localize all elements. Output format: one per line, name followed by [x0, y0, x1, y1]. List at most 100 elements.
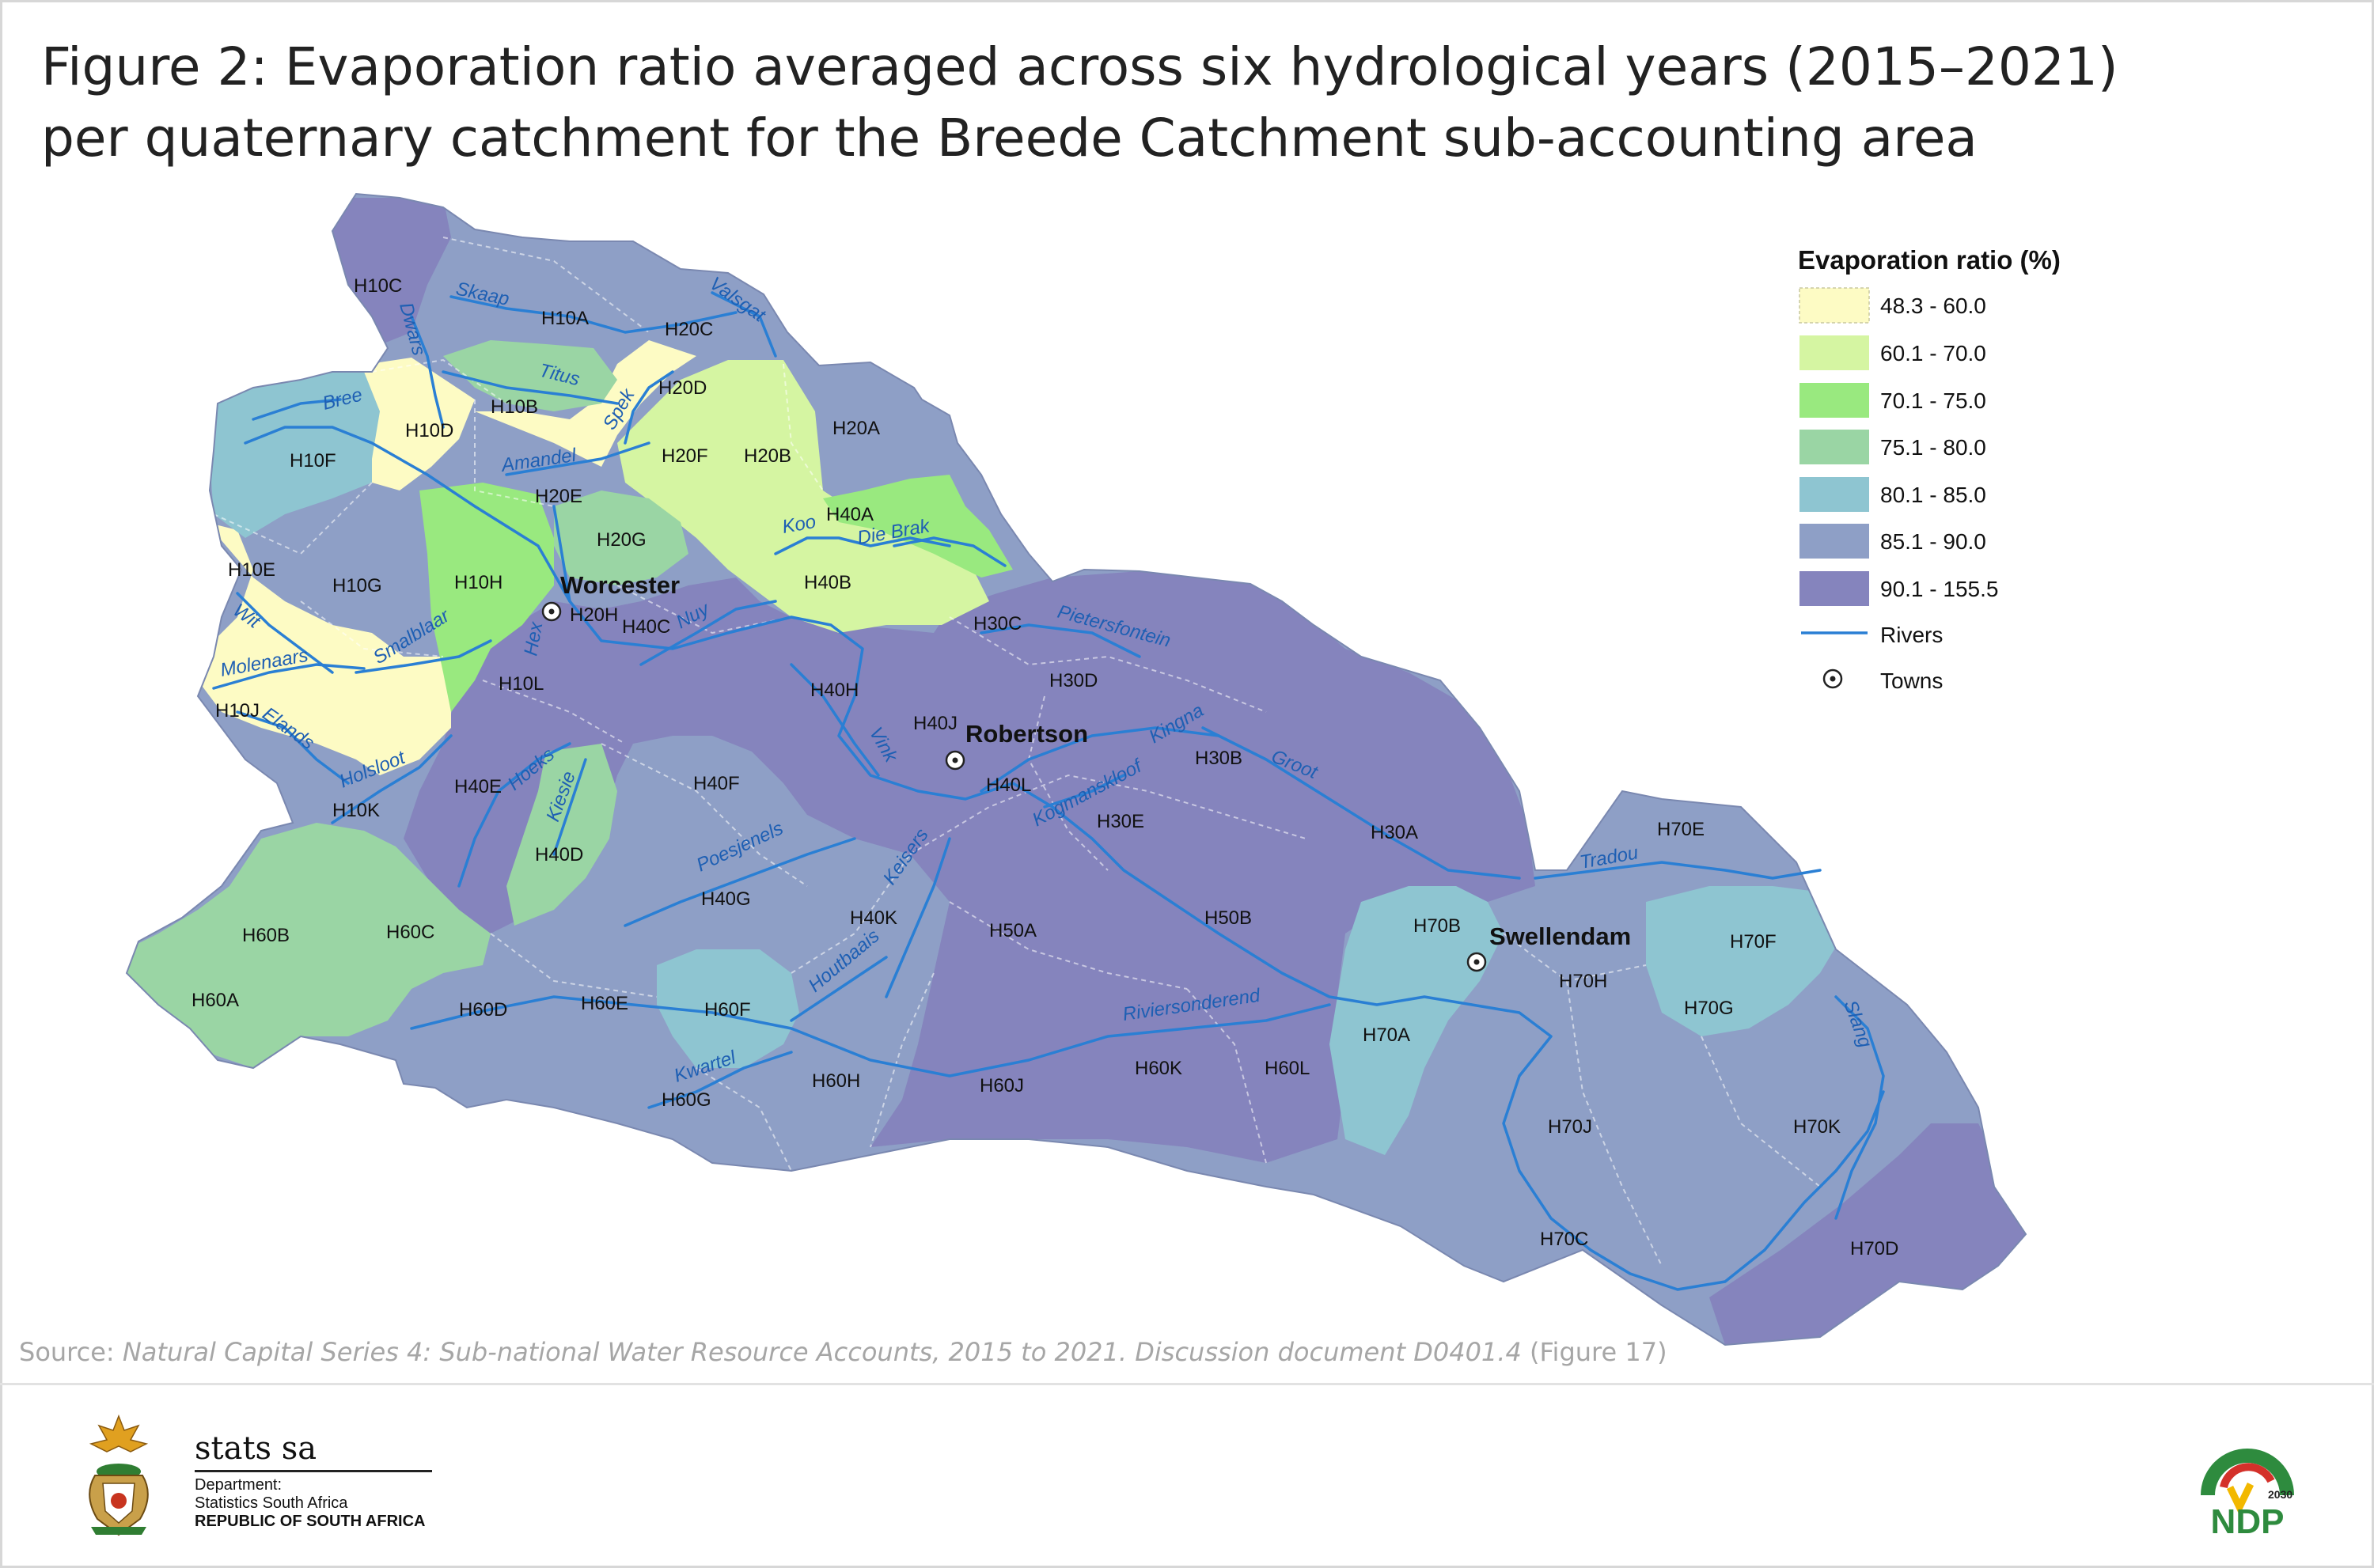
- catchment-label: H10G: [332, 575, 382, 597]
- river-hoeks: [457, 742, 571, 888]
- catchment-label: H60G: [662, 1089, 711, 1111]
- town-label: Worcester: [560, 571, 680, 599]
- town-swellendam: Swellendam: [1466, 922, 1631, 972]
- title-line-2: per quaternary catchment for the Breede …: [41, 108, 1978, 169]
- catchment-label: H40A: [826, 504, 874, 525]
- region-H60F: [657, 949, 799, 1068]
- catchment-label: H40H: [810, 680, 859, 701]
- catchment-label: H40J: [913, 713, 958, 734]
- legend-label: 70.1 - 75.0: [1880, 388, 1986, 413]
- region-H10E-H10J-H10K: [198, 522, 451, 775]
- catchment-label: H20F: [662, 445, 708, 467]
- legend-label: 48.3 - 60.0: [1880, 294, 1986, 318]
- river-kiesie: [552, 758, 587, 856]
- legend-swatch: [1799, 335, 1869, 370]
- river-kogmanskloof: [1043, 774, 1125, 809]
- catchment-label: H60C: [386, 922, 434, 943]
- catchment-label: H60F: [704, 999, 751, 1021]
- catchment-label: H10H: [454, 572, 502, 593]
- river-slang: [1834, 995, 1885, 1220]
- source-suffix: (Figure 17): [1521, 1337, 1667, 1367]
- catchment-label: H10E: [228, 559, 275, 581]
- catchment-label: H70G: [1684, 998, 1734, 1019]
- legend-item: 48.3 - 60.0: [1799, 287, 1986, 324]
- catchment-label: H60B: [242, 925, 290, 946]
- legend-swatch: [1799, 524, 1869, 559]
- region-H40-H30-H50-H60JKL: [404, 571, 1535, 1163]
- river-hex: [552, 505, 571, 603]
- catchment-label: H10B: [491, 396, 538, 418]
- river-kingna: [980, 726, 1220, 793]
- legend-item: 75.1 - 80.0: [1799, 430, 1986, 464]
- river-valsgat: [711, 291, 777, 358]
- legend-rivers-label: Rivers: [1880, 623, 1943, 647]
- map-legend: Evaporation ratio (%) 48.3 - 60.0 60.1 -…: [1798, 245, 2061, 693]
- figure-title: Figure 2: Evaporation ratio averaged acr…: [41, 32, 2118, 174]
- org-department: Department: Statistics South Africa REPU…: [195, 1476, 425, 1531]
- legend-swatch: [1799, 430, 1869, 464]
- coat-of-arms-logo: [89, 1414, 149, 1536]
- legend-town-dot: [1830, 676, 1836, 682]
- catchment-label: H60H: [812, 1070, 860, 1092]
- town-label: Swellendam: [1489, 922, 1631, 950]
- river-tradou: [1534, 861, 1822, 880]
- region-H70A-H70B: [1329, 886, 1504, 1155]
- catchment-label: H70F: [1730, 931, 1777, 953]
- catchment-label: H40G: [701, 888, 751, 910]
- region-H20F-H20B-H40B: [617, 360, 989, 633]
- legend-swatch: [1799, 383, 1869, 418]
- catchment-label: H10F: [290, 450, 336, 472]
- river-titus: [442, 370, 619, 405]
- source-prefix: Source:: [19, 1337, 123, 1367]
- river-koo: [774, 536, 951, 555]
- legend-item: 90.1 - 155.5: [1799, 571, 1998, 606]
- town-worcester: Worcester: [541, 571, 680, 622]
- town-label: Robertson: [965, 720, 1088, 748]
- catchment-label: H10K: [332, 800, 380, 821]
- ndp-text: NDP: [2211, 1502, 2285, 1541]
- catchment-label: H50B: [1204, 907, 1252, 929]
- region-H10H: [419, 483, 554, 712]
- river-dwars: [410, 315, 445, 429]
- river-die-brak: [893, 536, 1007, 567]
- region-H20D-H20E: [475, 340, 696, 467]
- org-name: stats sa: [195, 1430, 317, 1467]
- region-H10F: [206, 372, 380, 538]
- catchment-label: H70D: [1850, 1238, 1898, 1259]
- footer-divider: [0, 1383, 2374, 1385]
- catchment-label: H60E: [581, 993, 628, 1014]
- catchment-label: H60A: [192, 990, 239, 1011]
- river-spek: [624, 370, 674, 445]
- legend-label: 85.1 - 90.0: [1880, 529, 1986, 554]
- river-smalblaar: [355, 639, 492, 674]
- river-poesjenels: [624, 837, 856, 927]
- legend-label: 75.1 - 80.0: [1880, 435, 1986, 460]
- catchment-label: H50A: [989, 920, 1037, 941]
- legend-towns-label: Towns: [1880, 668, 1943, 693]
- legend-items: 48.3 - 60.0 60.1 - 70.0 70.1 - 75.0 75.1…: [1799, 287, 1998, 606]
- catchment-label: H70E: [1657, 819, 1705, 840]
- river-elands: [236, 710, 350, 785]
- river-pietersfontein: [980, 623, 1141, 658]
- catchment-label: H10L: [499, 673, 544, 695]
- catchment-label: H70C: [1540, 1229, 1588, 1250]
- river-nuy: [639, 600, 777, 666]
- catchment-label: H30A: [1371, 822, 1418, 843]
- river-skaap: [449, 295, 738, 334]
- catchment-label: H40L: [986, 775, 1031, 796]
- source-note: Source: Natural Capital Series 4: Sub-na…: [19, 1337, 1667, 1367]
- legend-label: 80.1 - 85.0: [1880, 483, 1986, 507]
- legend-item: 85.1 - 90.0: [1799, 524, 1986, 559]
- legend-swatch: [1799, 571, 1869, 606]
- river-riviersonderend: [410, 995, 1331, 1078]
- catchment-labels: H10C H10A H20C H10B H20D H10D H20A H10F …: [192, 275, 1898, 1259]
- catchment-label: H70B: [1413, 915, 1461, 937]
- dept-line-1: Department:: [195, 1476, 283, 1494]
- legend-swatch: [1799, 477, 1869, 512]
- legend-item: 60.1 - 70.0: [1799, 335, 1986, 370]
- catchment-label: H30E: [1097, 811, 1144, 832]
- region-H60A-H60B-H60C: [127, 823, 491, 1068]
- source-publication: Natural Capital Series 4: Sub-national W…: [122, 1337, 1522, 1367]
- catchment-label: H70A: [1363, 1025, 1410, 1046]
